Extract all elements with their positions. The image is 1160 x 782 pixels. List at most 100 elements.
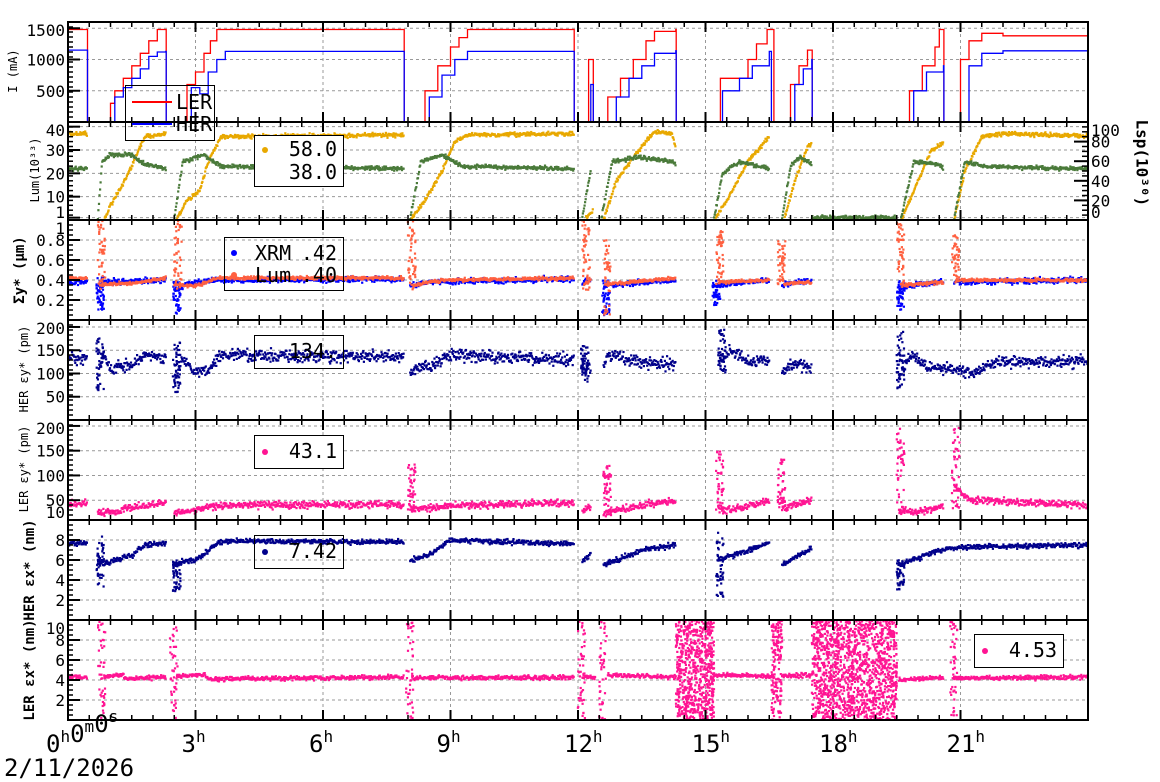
data-point-lum xyxy=(720,175,723,178)
data-point-lsp xyxy=(110,201,114,204)
data-point-lum xyxy=(384,168,387,171)
data-point-xrm xyxy=(713,283,716,286)
data-point-lum xyxy=(715,204,718,207)
data-point-lum xyxy=(601,209,604,212)
data-point-lum xyxy=(617,161,620,164)
data-point-lum xyxy=(767,169,770,172)
data-point-lsp xyxy=(250,135,253,138)
data-point-lum xyxy=(1080,167,1083,171)
data-point-lum xyxy=(790,164,793,167)
data-point-lsp xyxy=(75,131,78,134)
data-point-lum xyxy=(400,169,404,172)
data-point-xrm xyxy=(719,283,722,286)
data-point-xrm xyxy=(532,280,536,284)
data-point-lsp xyxy=(926,158,929,161)
data-point-xrm xyxy=(797,278,800,281)
data-point-lum xyxy=(671,159,674,162)
data-point-lsp xyxy=(287,133,290,136)
data-point-lum xyxy=(412,199,415,202)
data-point-lum xyxy=(954,207,957,210)
data-point-lsp xyxy=(792,187,795,190)
data-point-lum xyxy=(872,215,875,218)
data-point-lum xyxy=(453,160,456,163)
data-point-xrm xyxy=(415,286,418,289)
data-point-lsp xyxy=(445,161,448,164)
data-point-lsp xyxy=(107,209,110,212)
data-point-lsp xyxy=(81,133,84,136)
data-point-lum xyxy=(583,204,586,207)
data-point-xrm xyxy=(668,280,671,283)
data-point-lsp xyxy=(971,155,974,158)
data-point-xrm xyxy=(99,294,102,297)
data-point-lum xyxy=(370,165,373,168)
data-point-lsp xyxy=(262,132,265,136)
data-point-lsp xyxy=(140,141,143,144)
data-point-lsp xyxy=(393,132,396,136)
data-point-lsp xyxy=(515,135,518,138)
data-point-lsp xyxy=(312,132,315,135)
data-point-xrm xyxy=(584,279,587,282)
data-point-xrm xyxy=(85,280,88,283)
data-point-xrm xyxy=(455,281,458,284)
data-point-xrm xyxy=(1073,281,1076,284)
data-point-xrm xyxy=(347,278,350,281)
data-point-lum xyxy=(959,186,962,189)
data-point-lum xyxy=(525,167,528,170)
data-point-lum xyxy=(781,214,784,217)
data-point-xrm xyxy=(111,280,114,283)
data-point-lsp xyxy=(742,169,745,172)
data-point-xrm xyxy=(315,279,318,282)
data-point-lum xyxy=(1076,169,1079,172)
data-point-lsp xyxy=(987,133,990,136)
data-point-lsp xyxy=(956,204,959,207)
data-point-xrm xyxy=(519,280,522,283)
data-point-lum xyxy=(443,155,447,158)
data-point-lum xyxy=(810,164,813,167)
data-point-lum xyxy=(1058,169,1061,172)
data-point-lsp xyxy=(616,180,619,183)
data-point-xrm xyxy=(733,283,736,286)
data-point-lsp xyxy=(996,135,999,138)
data-point-lsp xyxy=(959,188,962,192)
data-point-lsp xyxy=(448,151,452,154)
data-point-lsp xyxy=(103,216,106,219)
data-point-xrm xyxy=(174,294,177,298)
data-point-lsp xyxy=(196,192,199,195)
data-point-lum xyxy=(1054,165,1057,168)
data-point-lsp xyxy=(901,216,904,219)
data-point-xrm xyxy=(321,281,325,284)
data-point-lsp xyxy=(1063,134,1066,137)
data-point-xrm xyxy=(612,286,615,289)
data-point-lum xyxy=(1011,166,1014,169)
data-point-lsp xyxy=(908,200,911,203)
data-point-lsp xyxy=(614,185,617,188)
data-point-lum xyxy=(786,183,789,186)
data-point-lum xyxy=(782,207,785,210)
data-point-lsp xyxy=(942,141,945,144)
data-point-xrm xyxy=(647,282,650,285)
data-point-lsp xyxy=(221,136,224,139)
data-point-lsp xyxy=(126,172,130,175)
data-point-lsp xyxy=(1065,134,1068,137)
data-point-lum xyxy=(195,155,199,159)
data-point-lsp xyxy=(731,190,734,193)
data-point-lsp xyxy=(237,134,240,137)
data-point-lum xyxy=(221,166,224,170)
data-point-lum xyxy=(784,197,787,200)
data-point-lum xyxy=(153,165,156,169)
data-point-xrm xyxy=(911,286,914,289)
data-point-lsp xyxy=(206,163,209,166)
data-point-lum xyxy=(603,203,606,206)
data-point-lsp xyxy=(1005,133,1008,137)
data-point-lum xyxy=(127,153,130,156)
data-point-lum xyxy=(1069,167,1072,171)
data-point-lsp xyxy=(442,164,445,168)
data-point-lum xyxy=(875,217,879,220)
data-point-xrm xyxy=(584,277,587,280)
data-point-lsp xyxy=(114,195,117,199)
data-point-lsp xyxy=(513,133,516,136)
data-point-lum xyxy=(1021,168,1024,172)
data-point-lsp xyxy=(902,215,905,218)
data-point-lsp xyxy=(757,150,760,153)
data-point-xrm xyxy=(752,282,755,285)
